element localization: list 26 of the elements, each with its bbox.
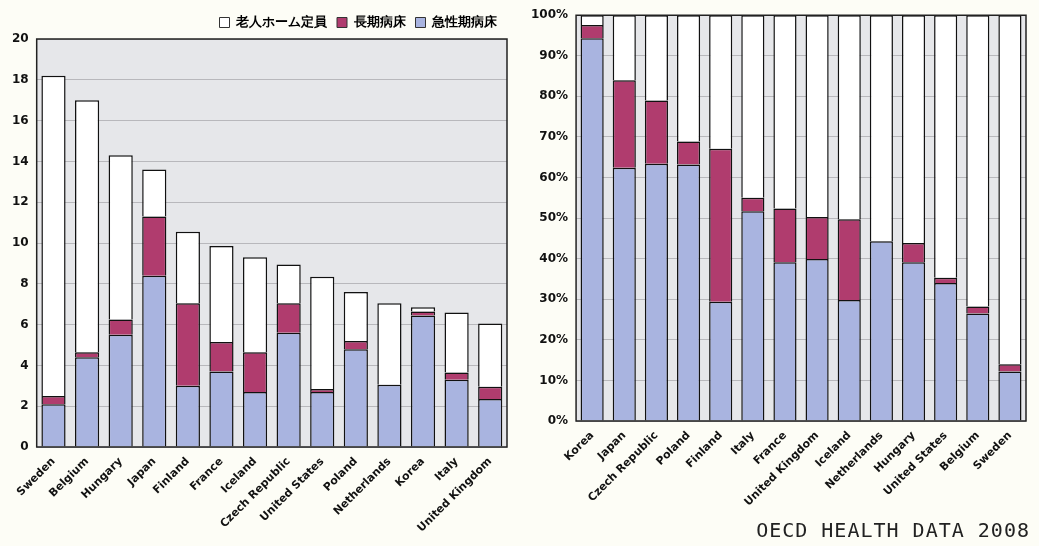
y-tick-label: 10	[12, 235, 29, 250]
legend-label: 老人ホーム定員	[235, 13, 328, 29]
y-tick-label: 50%	[539, 210, 569, 225]
y-tick-label: 0%	[547, 413, 569, 428]
y-tick-label: 60%	[539, 169, 569, 184]
y-tick-label: 100%	[530, 7, 569, 22]
y-tick-label: 80%	[539, 88, 569, 103]
y-tick-label: 20	[12, 31, 29, 46]
y-tick-label: 90%	[539, 47, 569, 62]
y-tick-label: 12	[12, 194, 29, 209]
y-tick-label: 10%	[539, 372, 569, 387]
y-tick-label: 14	[12, 153, 29, 168]
y-tick-label: 30%	[539, 291, 569, 306]
y-tick-label: 2	[20, 398, 29, 413]
y-tick-label: 8	[20, 275, 29, 290]
y-tick-label: 18	[12, 71, 29, 86]
y-tick-label: 40%	[539, 250, 569, 265]
y-tick-label: 4	[20, 357, 29, 372]
y-tick-label: 6	[20, 316, 29, 331]
y-tick-label: 16	[12, 112, 29, 127]
legend-label: 急性期病床	[431, 13, 498, 29]
y-tick-label: 0	[20, 439, 29, 454]
text: OECD HEALTH DATA 2008	[756, 518, 1030, 542]
legend-label: 長期病床	[352, 13, 407, 29]
y-tick-label: 70%	[539, 129, 569, 144]
y-tick-label: 20%	[539, 332, 569, 347]
